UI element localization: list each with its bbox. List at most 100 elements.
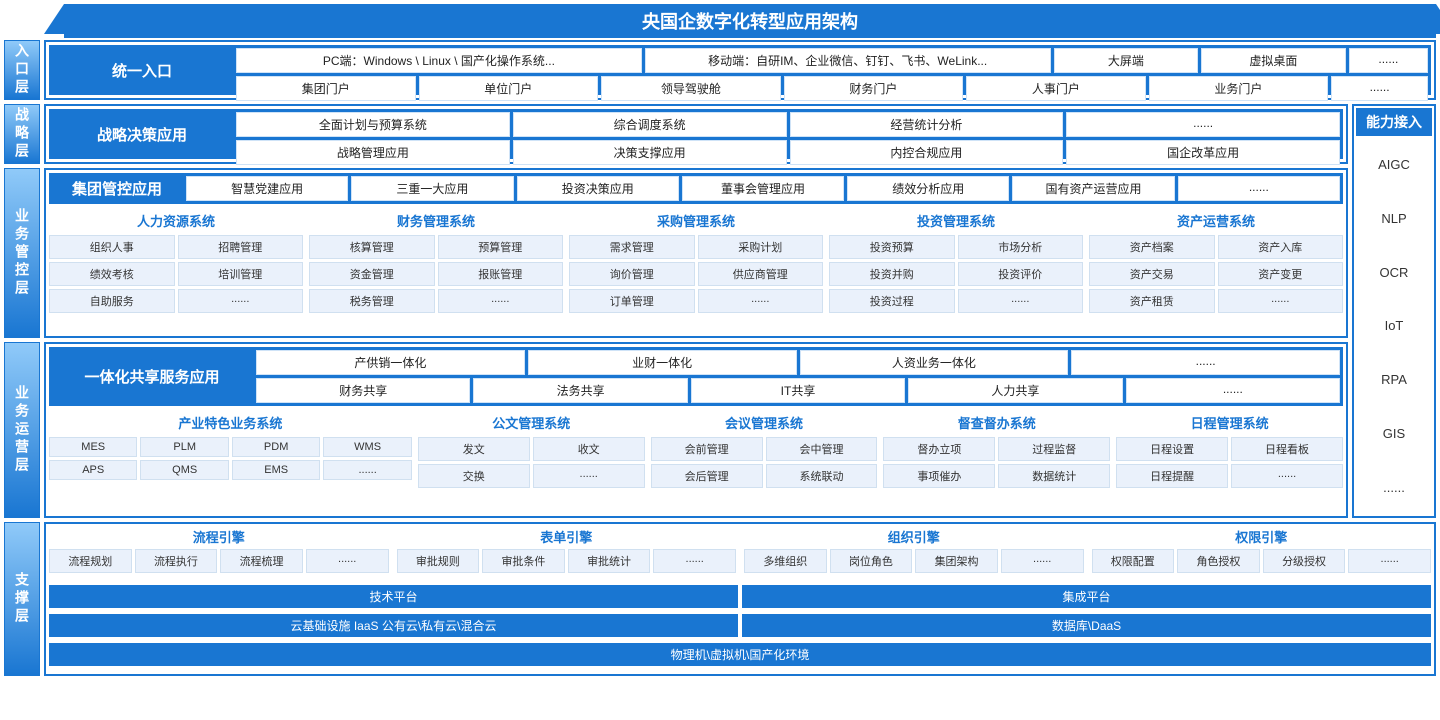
sys-item: 税务管理	[309, 289, 435, 313]
capability-item: OCR	[1356, 255, 1432, 290]
biz-item: 日程设置	[1116, 437, 1228, 461]
biz-item: ......	[323, 460, 411, 480]
engine-item: ......	[1001, 549, 1084, 573]
engine-item: ......	[306, 549, 389, 573]
cell: ......	[1066, 112, 1340, 137]
group-hdr: 集团管控应用	[52, 176, 182, 201]
sys-item: 供应商管理	[698, 262, 824, 286]
integrated-hdr: 一体化共享服务应用	[52, 350, 252, 403]
sys-item: ......	[438, 289, 564, 313]
biz-item: 系统联动	[766, 464, 878, 488]
support-section: 流程引擎流程规划流程执行流程梳理......表单引擎审批规则审批条件审批统计..…	[44, 522, 1436, 676]
sys-item: 资产档案	[1089, 235, 1215, 259]
sys-item: 投资并购	[829, 262, 955, 286]
title: 央国企数字化转型应用架构	[64, 4, 1436, 38]
biz-item: ......	[533, 464, 645, 488]
sys-title: 财务管理系统	[309, 209, 563, 232]
sys-item: ......	[178, 289, 304, 313]
cell: 决策支撑应用	[513, 140, 787, 165]
cell: ......	[1071, 350, 1340, 375]
capability-hdr: 能力接入	[1356, 108, 1432, 136]
sys-item: 招聘管理	[178, 235, 304, 259]
strategy-hdr: 战略决策应用	[52, 112, 232, 156]
cell: 智慧党建应用	[186, 176, 348, 201]
cell: 业务门户	[1149, 76, 1329, 101]
biz-item: 交换	[418, 464, 530, 488]
cell: 财务门户	[784, 76, 964, 101]
capability-item: NLP	[1356, 201, 1432, 236]
biz-item: APS	[49, 460, 137, 480]
cell: 人事门户	[966, 76, 1146, 101]
engine-title: 表单引擎	[397, 527, 737, 546]
cell: 国有资产运营应用	[1012, 176, 1174, 201]
engine-item: 权限配置	[1092, 549, 1175, 573]
biz-item: EMS	[232, 460, 320, 480]
biz-item: 过程监督	[998, 437, 1110, 461]
cell: 经营统计分析	[790, 112, 1064, 137]
biz-item: WMS	[323, 437, 411, 457]
engine-item: 角色授权	[1177, 549, 1260, 573]
sys-item: 需求管理	[569, 235, 695, 259]
capability-panel: 能力接入 AIGCNLPOCRIoTRPAGIS......	[1352, 104, 1436, 518]
sys-title: 采购管理系统	[569, 209, 823, 232]
sys-title: 投资管理系统	[829, 209, 1083, 232]
cell: 人力共享	[908, 378, 1122, 403]
sys-item: 资产交易	[1089, 262, 1215, 286]
layer-strategy: 战略层	[4, 104, 40, 164]
cell: 综合调度系统	[513, 112, 787, 137]
entry-hdr: 统一入口	[52, 48, 232, 92]
sys-item: 投资预算	[829, 235, 955, 259]
strategy-section: 战略决策应用 全面计划与预算系统综合调度系统经营统计分析...... 战略管理应…	[44, 104, 1348, 164]
engine-item: 流程规划	[49, 549, 132, 573]
engine-item: ......	[653, 549, 736, 573]
engine-item: ......	[1348, 549, 1431, 573]
biz-item: 事项催办	[883, 464, 995, 488]
cell: 全面计划与预算系统	[236, 112, 510, 137]
layer-ops: 业务运营层	[4, 342, 40, 518]
sys-item: 市场分析	[958, 235, 1084, 259]
sys-item: 组织人事	[49, 235, 175, 259]
cell: 业财一体化	[528, 350, 797, 375]
engine-item: 岗位角色	[830, 549, 913, 573]
engine-item: 多维组织	[744, 549, 827, 573]
platform: 集成平台	[742, 585, 1431, 608]
platform: 物理机\虚拟机\国产化环境	[49, 643, 1431, 666]
cell: 财务共享	[256, 378, 470, 403]
cell: 人资业务一体化	[800, 350, 1069, 375]
sys-item: 资金管理	[309, 262, 435, 286]
cell: PC端：Windows \ Linux \ 国产化操作系统...	[236, 48, 642, 73]
biz-item: 督办立项	[883, 437, 995, 461]
cell: ......	[1331, 76, 1428, 101]
biz-item: 会后管理	[651, 464, 763, 488]
entry-section: 统一入口 PC端：Windows \ Linux \ 国产化操作系统...移动端…	[44, 40, 1436, 100]
biz-item: 发文	[418, 437, 530, 461]
biz-item: 收文	[533, 437, 645, 461]
biz-item: 日程看板	[1231, 437, 1343, 461]
cell: 单位门户	[419, 76, 599, 101]
cell: 集团门户	[236, 76, 416, 101]
sys-title: 资产运营系统	[1089, 209, 1343, 232]
sys-item: ......	[1218, 289, 1344, 313]
sys-item: 报账管理	[438, 262, 564, 286]
engine-title: 权限引擎	[1092, 527, 1432, 546]
biz-item: PLM	[140, 437, 228, 457]
cell: ......	[1178, 176, 1340, 201]
engine-item: 审批规则	[397, 549, 480, 573]
engine-title: 流程引擎	[49, 527, 389, 546]
biz-title: 产业特色业务系统	[49, 411, 412, 434]
sys-item: 投资评价	[958, 262, 1084, 286]
sys-item: 资产租赁	[1089, 289, 1215, 313]
cell: 虚拟桌面	[1201, 48, 1346, 73]
cell: 绩效分析应用	[847, 176, 1009, 201]
sys-item: 订单管理	[569, 289, 695, 313]
cell: 产供销一体化	[256, 350, 525, 375]
sys-item: 投资过程	[829, 289, 955, 313]
biz-item: PDM	[232, 437, 320, 457]
sys-item: 自助服务	[49, 289, 175, 313]
biz-title: 督查督办系统	[883, 411, 1110, 434]
biz-item: 日程提醒	[1116, 464, 1228, 488]
biz-title: 日程管理系统	[1116, 411, 1343, 434]
capability-item: IoT	[1356, 308, 1432, 343]
layer-entry: 入口层	[4, 40, 40, 100]
layer-labels: 入口层 战略层 业务管控层 业务运营层 支撑层	[4, 40, 40, 676]
